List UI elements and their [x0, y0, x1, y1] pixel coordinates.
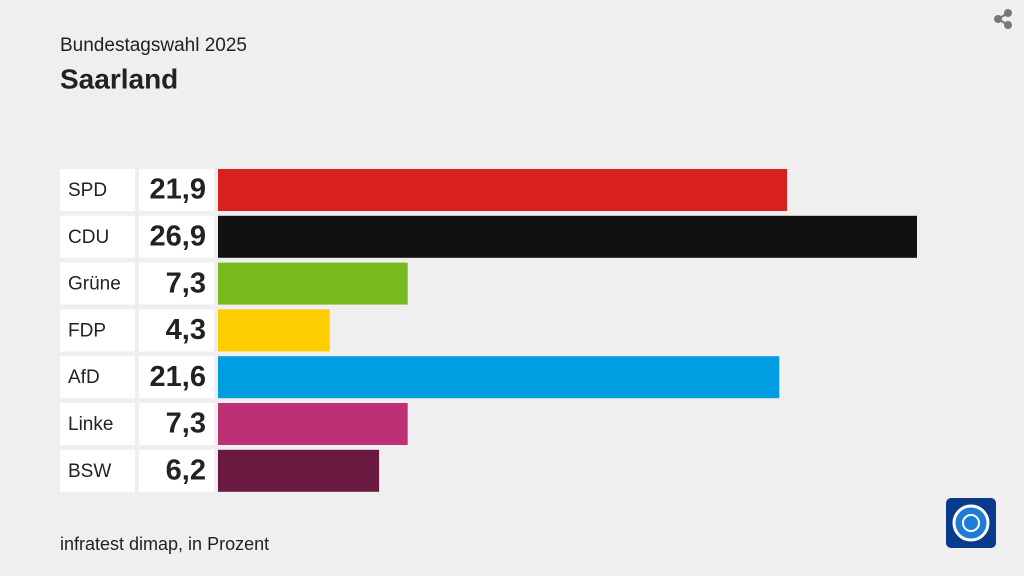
value-cell: [139, 215, 214, 258]
value-label: 7,3: [166, 408, 206, 440]
value-cell: [139, 262, 214, 305]
label-cell: [60, 262, 135, 305]
value-label: 21,6: [150, 361, 206, 393]
value-cell: [139, 403, 214, 445]
category-label: Linke: [68, 414, 113, 435]
source-note: infratest dimap, in Prozent: [60, 534, 269, 554]
value-label: 21,9: [150, 174, 206, 206]
label-cell: [60, 356, 135, 399]
bar: [218, 309, 330, 352]
value-cell: [139, 449, 214, 492]
chart-subtitle: Bundestagswahl 2025: [60, 35, 247, 56]
category-label: FDP: [68, 320, 106, 341]
bar: [218, 356, 780, 399]
label-cell: [60, 403, 135, 445]
bar: [218, 215, 917, 258]
category-label: CDU: [68, 227, 109, 248]
bar: [218, 403, 408, 445]
label-cell: [60, 169, 135, 211]
value-label: 7,3: [166, 267, 206, 299]
category-label: BSW: [68, 461, 111, 482]
value-label: 4,3: [166, 314, 206, 346]
value-cell: [139, 169, 214, 211]
bar: [218, 449, 380, 492]
category-label: SPD: [68, 180, 107, 201]
label-cell: [60, 309, 135, 352]
value-cell: [139, 356, 214, 399]
label-cell: [60, 449, 135, 492]
bar: [218, 262, 408, 305]
chart-title: Saarland: [60, 63, 178, 94]
value-label: 6,2: [166, 454, 206, 486]
category-label: Grüne: [68, 274, 121, 295]
label-cell: [60, 215, 135, 258]
bar: [218, 169, 788, 211]
category-label: AfD: [68, 367, 100, 388]
logo: [946, 498, 996, 548]
share-icon[interactable]: [994, 9, 1012, 29]
value-cell: [139, 309, 214, 352]
value-label: 26,9: [150, 220, 206, 252]
